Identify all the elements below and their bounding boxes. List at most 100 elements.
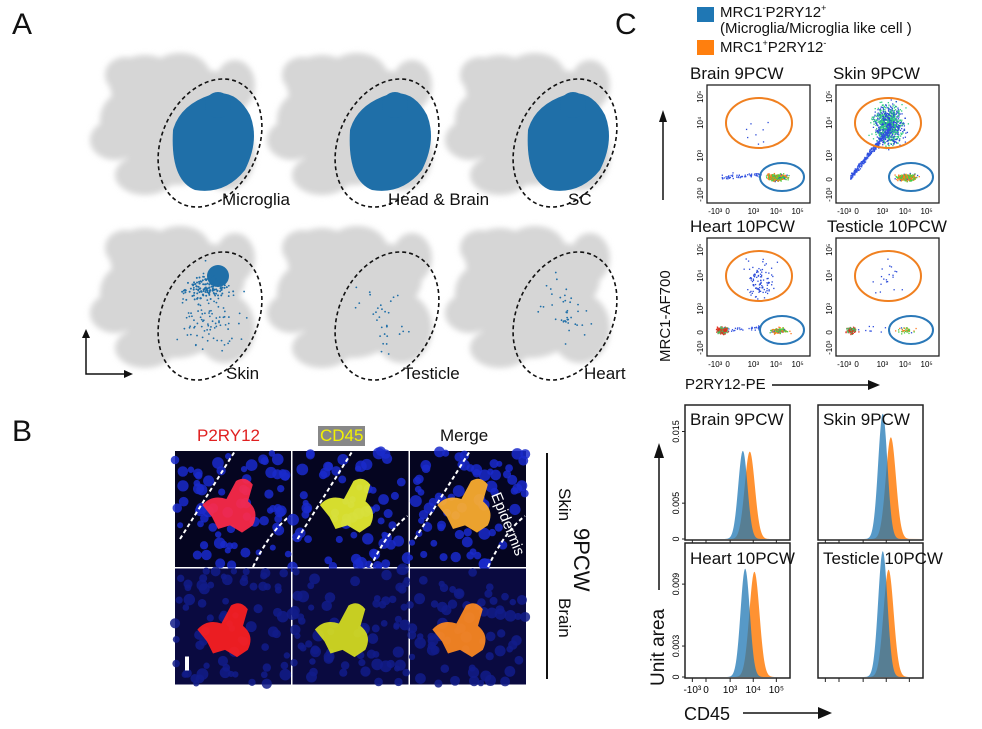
hist-title-skin: Skin 9PCW xyxy=(823,410,910,429)
nucleus xyxy=(307,582,315,590)
event-dot xyxy=(881,104,884,106)
event-dot xyxy=(887,129,889,131)
highlight-cell xyxy=(219,287,222,290)
event-dot xyxy=(721,328,723,330)
highlight-cell xyxy=(214,322,217,325)
event-dot xyxy=(886,123,888,125)
scatter-title-brain: Brain 9PCW xyxy=(690,64,784,83)
event-dot xyxy=(897,136,900,138)
nucleus xyxy=(440,664,450,673)
event-dot xyxy=(893,137,895,139)
event-dot xyxy=(769,177,771,179)
event-dot xyxy=(910,176,912,178)
event-dot xyxy=(910,175,913,177)
x-tick-label: 10⁵ xyxy=(921,360,933,369)
event-dot xyxy=(902,123,904,125)
nucleus xyxy=(442,449,450,457)
x-tick-label: 10³ xyxy=(877,207,889,216)
event-dot xyxy=(755,173,758,175)
y-tick-label: 10⁵ xyxy=(696,91,705,103)
event-dot xyxy=(892,274,894,276)
nucleus xyxy=(414,474,424,484)
highlight-cell xyxy=(562,300,565,303)
event-dot xyxy=(723,330,725,332)
nucleus xyxy=(406,601,414,609)
event-dot xyxy=(876,129,879,132)
nucleus xyxy=(183,579,193,589)
event-dot xyxy=(872,281,874,283)
event-dot xyxy=(850,329,852,331)
event-dot xyxy=(757,280,759,282)
event-dot xyxy=(761,287,763,289)
hist-title-heart: Heart 10PCW xyxy=(690,549,795,568)
nucleus xyxy=(195,674,205,684)
event-dot xyxy=(882,132,885,135)
event-dot xyxy=(904,141,907,143)
highlight-cell xyxy=(200,290,203,293)
event-dot xyxy=(876,140,879,142)
event-dot xyxy=(855,170,858,172)
event-dot xyxy=(865,159,867,161)
event-dot xyxy=(908,328,910,330)
nucleus xyxy=(269,544,276,551)
event-dot xyxy=(774,180,776,183)
highlight-cell xyxy=(227,316,230,318)
event-dot xyxy=(757,143,760,145)
event-dot xyxy=(892,109,894,112)
cell-cloud xyxy=(282,57,322,93)
nucleus xyxy=(324,592,336,603)
event-dot xyxy=(770,177,772,180)
nucleus xyxy=(421,464,431,474)
nucleus xyxy=(485,652,494,661)
event-dot xyxy=(756,288,758,290)
nucleus xyxy=(177,522,184,529)
event-dot xyxy=(890,142,892,145)
event-dot xyxy=(890,131,892,134)
micrograph xyxy=(170,450,292,570)
event-dot xyxy=(785,176,787,178)
event-dot xyxy=(890,114,893,116)
immune-cell xyxy=(197,603,251,658)
event-dot xyxy=(853,172,855,175)
event-dot xyxy=(894,138,897,140)
event-dot xyxy=(875,122,878,124)
nucleus xyxy=(396,477,406,487)
event-dot xyxy=(890,117,892,119)
event-dot xyxy=(888,135,891,137)
event-dot xyxy=(881,268,883,270)
highlight-cell xyxy=(206,299,209,302)
event-dot xyxy=(882,104,884,106)
highlight-cell xyxy=(197,285,200,288)
event-dot xyxy=(881,136,884,139)
event-dot xyxy=(880,122,883,124)
event-dot xyxy=(849,328,851,330)
cell-cloud xyxy=(115,328,175,368)
nucleus xyxy=(514,655,524,665)
event-dot xyxy=(891,134,894,136)
event-dot xyxy=(850,176,852,179)
event-dot xyxy=(892,114,895,116)
highlight-cell xyxy=(225,286,228,289)
event-dot xyxy=(730,330,733,332)
event-dot xyxy=(744,174,746,176)
plot-frame xyxy=(706,237,811,357)
event-dot xyxy=(885,126,887,129)
event-dot xyxy=(883,134,885,137)
event-dot xyxy=(897,178,900,180)
event-dot xyxy=(726,176,728,178)
event-dot xyxy=(877,112,879,114)
nucleus xyxy=(378,494,389,505)
event-dot xyxy=(894,128,897,131)
event-dot xyxy=(776,176,779,178)
y-tick-label: 0 xyxy=(696,177,705,182)
nucleus xyxy=(170,455,180,465)
event-dot xyxy=(724,333,726,335)
event-dot xyxy=(776,261,779,263)
event-dot xyxy=(879,137,882,139)
highlight-cell xyxy=(227,328,230,330)
event-dot xyxy=(858,168,860,171)
event-dot xyxy=(874,120,876,123)
event-dot xyxy=(894,130,896,133)
event-dot xyxy=(876,119,879,121)
event-dot xyxy=(775,176,777,178)
